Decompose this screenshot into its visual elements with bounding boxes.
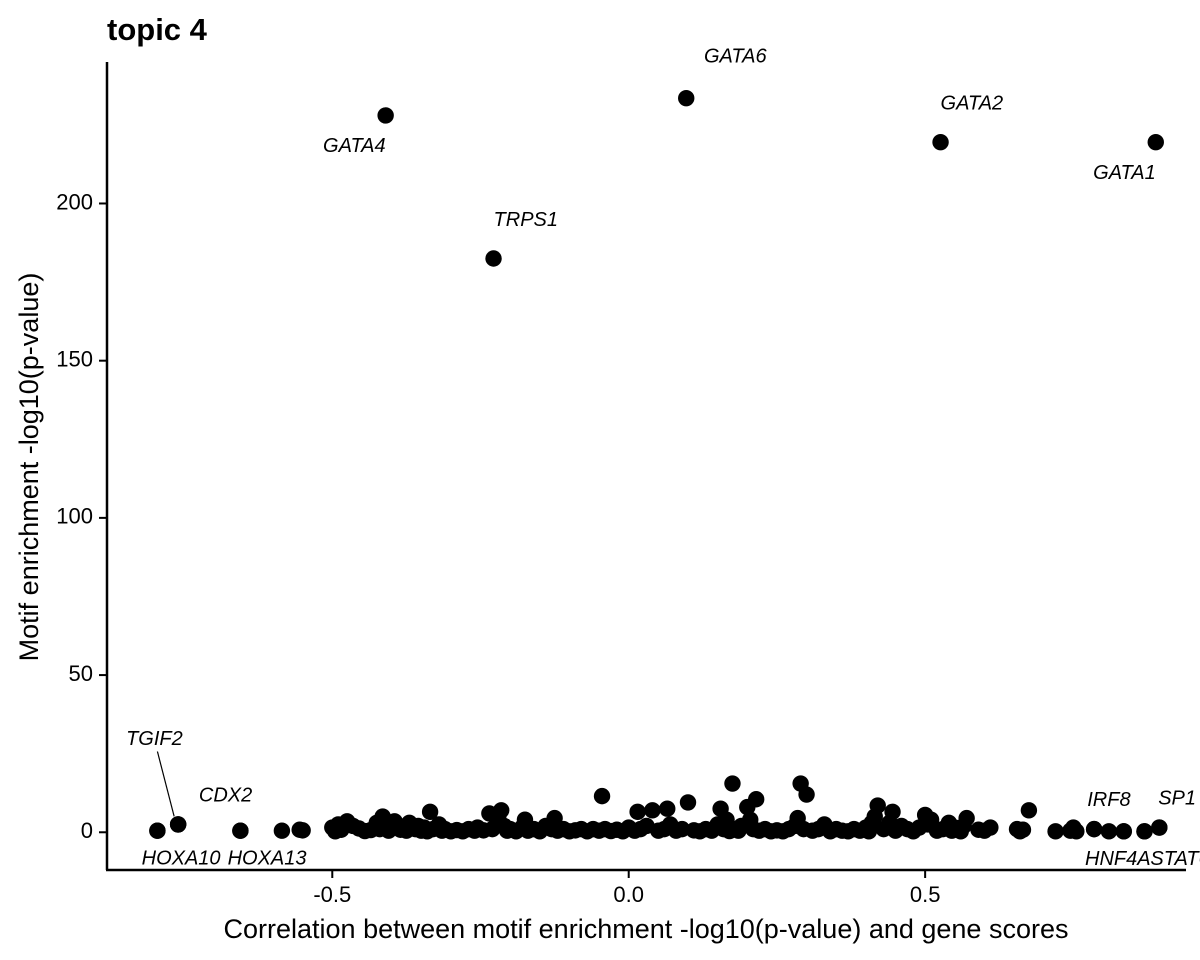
label-gata2: GATA2 [941,93,1004,115]
y-tick-label: 100 [56,504,93,529]
label-gata6: GATA6 [704,46,767,68]
x-axis-title: Correlation between motif enrichment -lo… [224,914,1069,944]
data-point-gata4 [377,107,394,124]
leader-line-tgif2 [156,751,175,817]
data-point [421,803,439,821]
y-tick-label: 150 [56,346,93,371]
data-point [273,822,291,839]
label-hnf4a: HNF4A [1085,848,1151,870]
x-tick-label: -0.5 [313,882,351,907]
data-point [884,803,901,821]
data-point-stat6 [1136,823,1153,840]
data-point [1100,823,1118,840]
data-point [1014,821,1032,838]
label-hoxa10: HOXA10 [142,847,221,869]
label-hoxa13: HOXA13 [228,847,307,869]
data-point-gata1 [1147,133,1164,151]
data-point [294,822,311,839]
data-point-sp1 [1151,819,1168,836]
x-tick-label: 0.0 [613,882,644,907]
data-point-hnf4a [1115,823,1132,840]
label-stat6: STAT6 [1150,848,1200,870]
point-labels: GATA6 GATA4 GATA2 GATA1 TRPS1 TGIF2 CDX2 HOXA10… [126,46,1200,870]
chart-title: topic 4 [107,12,208,47]
data-point [724,775,741,792]
label-gata1: GATA1 [1093,162,1156,184]
data-point [593,787,611,805]
data-point-gata2 [932,133,949,151]
data-point-cdx2 [169,816,187,833]
data-point [869,797,886,814]
y-axis-ticks: 0 50 100 150 200 [56,189,107,843]
data-point [1020,802,1038,819]
data-point [673,820,691,838]
data-point [982,819,999,836]
leader-lines [156,751,175,817]
data-point-gata6 [678,89,695,107]
data-point [798,786,815,803]
data-point [659,800,676,817]
label-gata4: GATA4 [323,135,386,157]
y-axis-title: Motif enrichment -log10(p-value) [14,273,44,662]
data-point [644,802,661,819]
label-trps1: TRPS1 [494,209,558,231]
data-point [679,794,697,811]
y-tick-label: 200 [56,189,93,214]
label-sp1: SP1 [1158,788,1196,810]
data-point-hoxa13 [232,822,249,839]
data-point-trps1 [485,250,502,267]
label-cdx2: CDX2 [199,784,252,806]
data-point [629,803,646,821]
data-point-irf8 [1085,820,1103,838]
x-tick-label: 0.5 [910,882,941,907]
data-point [747,791,765,808]
label-irf8: IRF8 [1087,789,1130,811]
data-point [493,802,510,819]
points-layer [149,89,1168,840]
label-tgif2: TGIF2 [126,728,183,750]
data-point [1068,823,1085,840]
data-point-hoxa10 [149,822,166,839]
data-point [958,809,975,827]
y-tick-label: 50 [69,661,93,686]
data-point [1047,823,1064,840]
x-axis-ticks: -0.5 0.0 0.5 [313,870,940,907]
y-tick-label: 0 [81,818,93,843]
data-point [546,809,563,827]
